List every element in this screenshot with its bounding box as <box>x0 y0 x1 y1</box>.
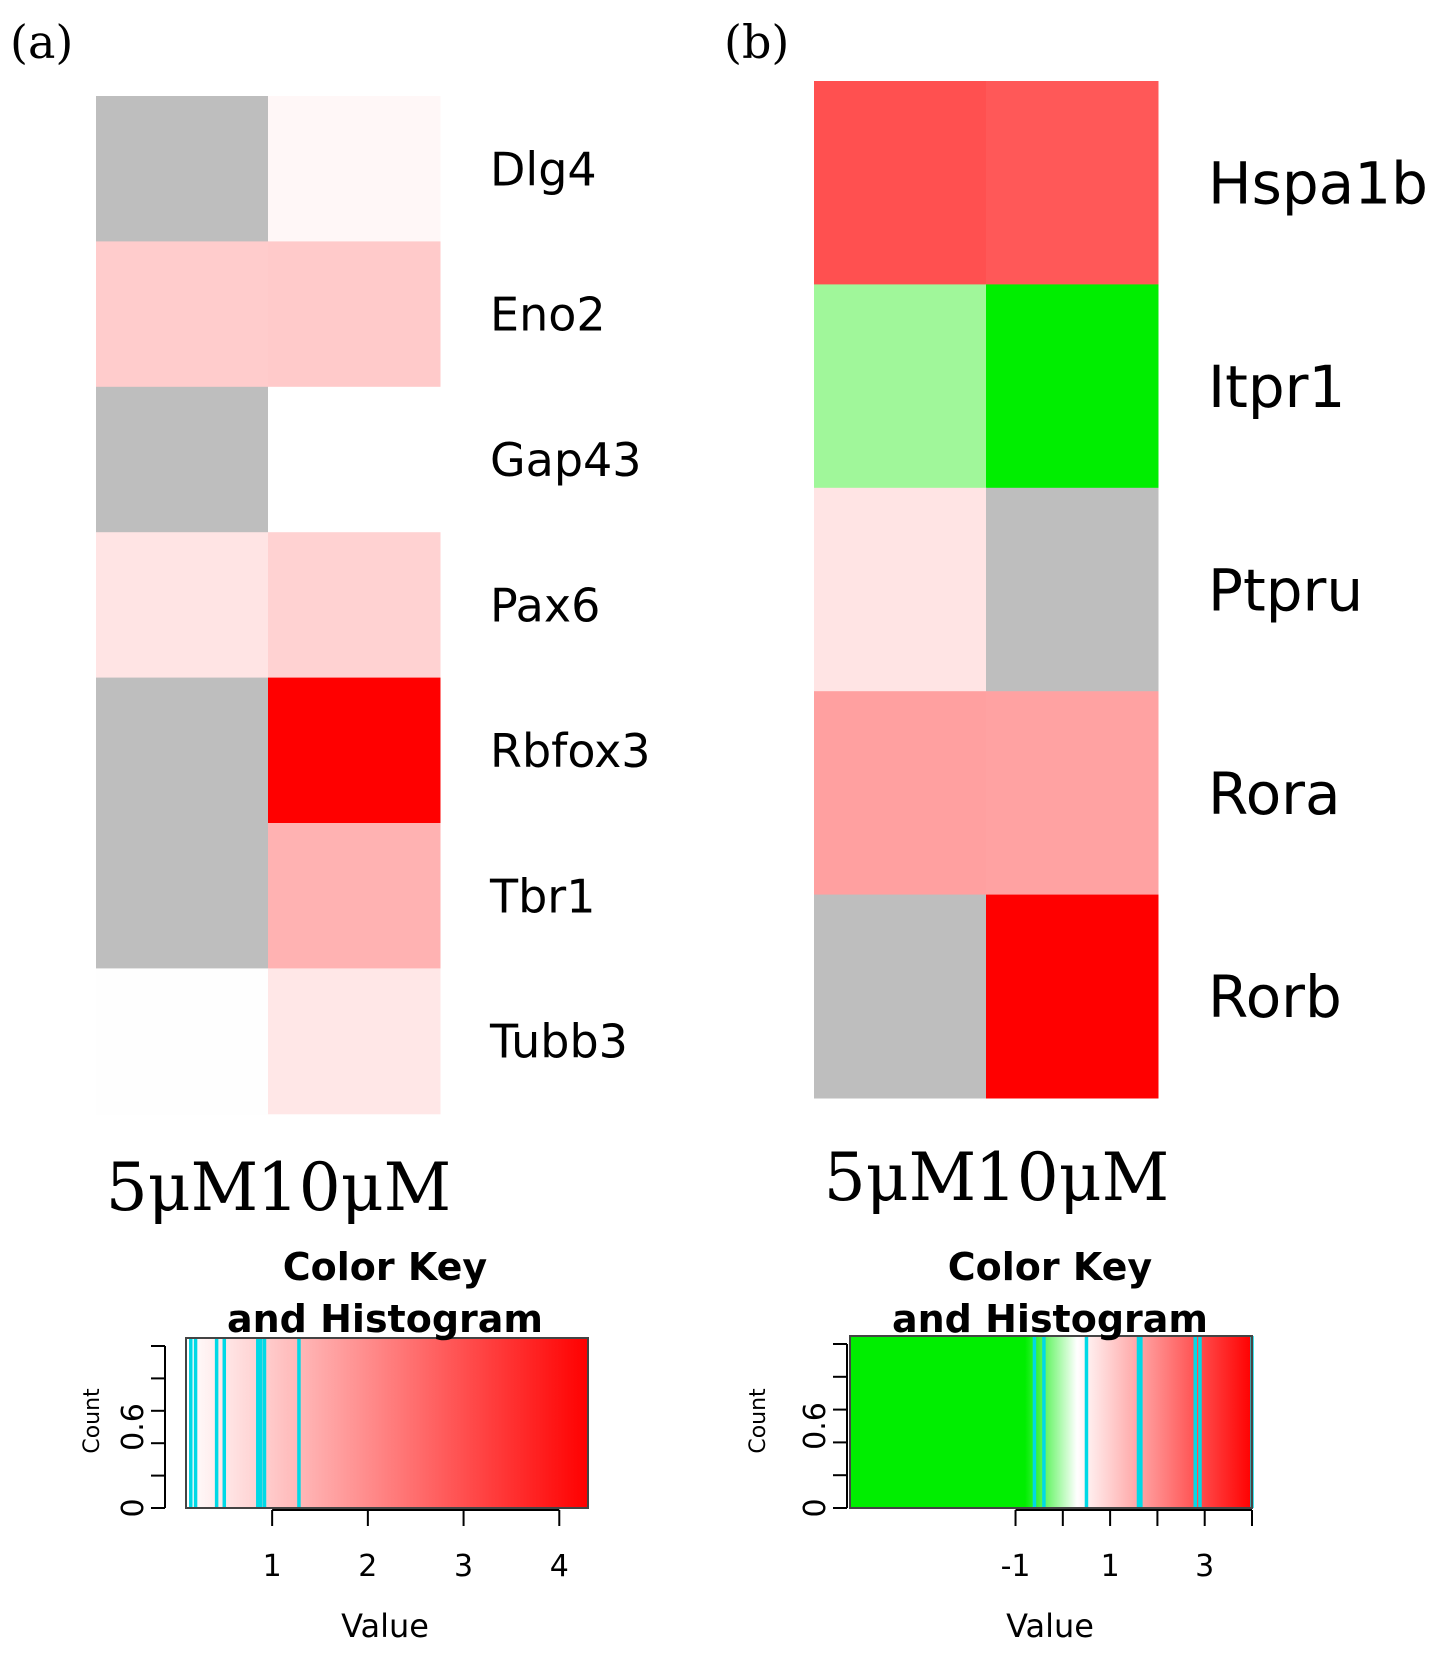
heatmap-cell <box>814 81 987 285</box>
row-label: Rbfox3 <box>490 724 651 778</box>
panel-b-label: (b) <box>724 15 789 69</box>
x-tick-label: -1 <box>1001 1549 1031 1584</box>
heatmap-cell <box>96 386 269 533</box>
color-key-a-histogram <box>185 1337 589 1509</box>
heatmap-cell <box>268 386 441 533</box>
heatmap-cell <box>986 487 1159 692</box>
heatmap-cell <box>96 823 269 969</box>
row-label: Tubb3 <box>489 1015 628 1069</box>
color-key-b-xlabel: Value <box>1006 1607 1094 1645</box>
color-key-a-xlabel: Value <box>341 1607 429 1645</box>
heatmap-cell <box>96 532 269 679</box>
color-key-a-subtitle: and Histogram <box>227 1297 543 1341</box>
color-key-a-gradient <box>186 1338 588 1508</box>
heatmap-cell <box>96 96 269 242</box>
color-key-frame <box>849 1335 1253 1509</box>
x-tick-label: 3 <box>1195 1549 1214 1584</box>
heatmap-cell <box>268 677 441 824</box>
color-key-b-gradient <box>850 1336 1252 1508</box>
color-key-b-axes: 0 0.6 -1 1 3 <box>798 1343 1253 1584</box>
color-key-a: Color Key and Histogram 0 0.6 1 2 3 4 Value C… <box>80 1245 589 1645</box>
row-label: Gap43 <box>490 433 642 487</box>
panel-a: (a) Dlg4 Eno2 Gap43 Pax6 Rbfox3 Tbr1 Tubb3 5μM… <box>10 15 651 1645</box>
heatmap-cell <box>814 487 987 692</box>
color-key-a-ylabel: Count <box>80 1388 105 1454</box>
heatmap-b-row-labels: Hspa1b Itpr1 Ptpru Rora Rorb <box>1208 150 1428 1032</box>
heatmap-cell <box>96 968 269 1115</box>
heatmap-cell <box>96 677 269 824</box>
color-key-a-axes: 0 0.6 1 2 3 4 <box>116 1345 569 1584</box>
color-key-frame <box>185 1337 589 1509</box>
heatmap-a-cells <box>96 96 441 1115</box>
x-tick-label: 4 <box>550 1549 569 1584</box>
row-label: Itpr1 <box>1208 353 1345 421</box>
row-label: Dlg4 <box>490 142 597 196</box>
heatmap-cell <box>986 81 1159 285</box>
row-label: Hspa1b <box>1208 150 1428 218</box>
panel-a-label: (a) <box>10 15 73 69</box>
color-key-b: Color Key and Histogram 0 0.6 -1 1 3 Value C… <box>746 1245 1254 1645</box>
heatmap-cell <box>814 894 987 1099</box>
heatmap-b-cells <box>814 81 1159 1099</box>
color-key-b-ylabel: Count <box>746 1388 771 1454</box>
y-tick-label: 0 <box>116 1498 151 1517</box>
heatmap-cell <box>268 96 441 242</box>
row-label: Rora <box>1208 760 1341 828</box>
heatmap-cell <box>96 241 269 388</box>
heatmap-cell <box>268 532 441 679</box>
heatmap-cell <box>268 241 441 388</box>
y-tick-label: 0.6 <box>798 1402 833 1450</box>
color-key-a-title: Color Key <box>283 1245 488 1289</box>
color-key-b-subtitle: and Histogram <box>892 1297 1208 1341</box>
row-label: Pax6 <box>490 578 600 632</box>
heatmap-cell <box>986 691 1159 896</box>
column-label: 10μM <box>257 1149 451 1226</box>
row-label: Tbr1 <box>489 869 595 923</box>
heatmap-a-row-labels: Dlg4 Eno2 Gap43 Pax6 Rbfox3 Tbr1 Tubb3 <box>489 142 651 1068</box>
heatmap-cell <box>986 894 1159 1099</box>
heatmap-cell <box>268 968 441 1115</box>
row-label: Eno2 <box>490 288 606 342</box>
x-tick-label: 2 <box>358 1549 377 1584</box>
column-label: 5μM <box>824 1139 976 1216</box>
heatmap-cell <box>814 284 987 489</box>
row-label: Ptpru <box>1208 556 1363 624</box>
heatmap-cell <box>986 284 1159 489</box>
row-label: Rorb <box>1208 963 1342 1031</box>
x-tick-label: 1 <box>1101 1549 1120 1584</box>
column-label: 10μM <box>975 1139 1169 1216</box>
color-key-b-title: Color Key <box>948 1245 1153 1289</box>
y-tick-label: 0.6 <box>116 1403 151 1451</box>
heatmap-cell <box>814 691 987 896</box>
heatmap-cell <box>268 823 441 969</box>
color-key-b-histogram <box>849 1335 1254 1509</box>
y-tick-label: 0 <box>798 1498 833 1517</box>
x-tick-label: 1 <box>263 1549 282 1584</box>
x-tick-label: 3 <box>454 1549 473 1584</box>
column-label: 5μM <box>106 1149 258 1226</box>
